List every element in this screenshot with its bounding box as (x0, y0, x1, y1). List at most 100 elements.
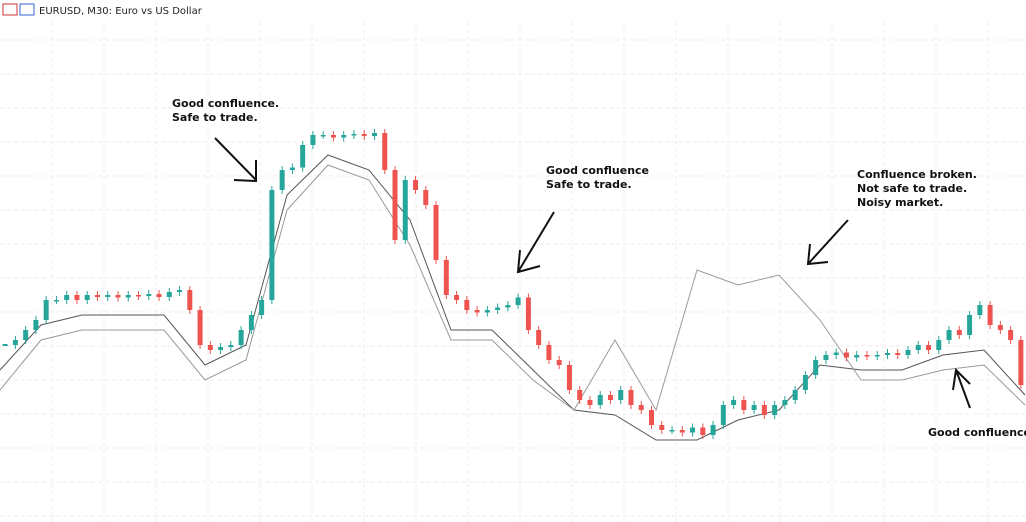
candle (936, 340, 942, 350)
candle (248, 315, 254, 330)
candle (741, 400, 747, 410)
candle (341, 135, 347, 138)
candle (946, 330, 952, 340)
candle (105, 295, 111, 297)
candle (12, 340, 18, 345)
candle (690, 427, 696, 433)
candle (371, 133, 377, 136)
candle (382, 133, 388, 170)
candle (864, 355, 870, 357)
candle (956, 330, 962, 335)
candle (813, 360, 819, 375)
grid (0, 22, 1026, 522)
annotation: Good confluence. (928, 426, 1026, 439)
candle (259, 300, 265, 315)
candle (556, 360, 562, 365)
candle (218, 347, 224, 350)
candle (1018, 340, 1024, 385)
candle (874, 355, 880, 357)
candles (2, 129, 1024, 439)
candle (618, 390, 624, 400)
candle (802, 375, 808, 390)
candle (659, 425, 665, 430)
candle (792, 390, 798, 400)
annotation: Safe to trade. (546, 178, 632, 191)
candle (443, 260, 449, 295)
candle (566, 365, 572, 390)
candle (597, 395, 603, 405)
candle (607, 395, 613, 400)
candle (392, 170, 398, 240)
candle (484, 310, 490, 313)
candle (546, 345, 552, 360)
candle (926, 345, 932, 350)
candle (464, 300, 470, 310)
candle (967, 315, 973, 335)
arrow (214, 137, 257, 183)
annotation: Good confluence. (172, 97, 279, 110)
candle (433, 205, 439, 260)
candle (310, 135, 316, 145)
candle (628, 390, 634, 405)
candle (125, 295, 131, 298)
chart-title: EURUSD, M30: Euro vs US Dollar (39, 6, 203, 17)
bands (0, 154, 1026, 441)
candle (536, 330, 542, 345)
candle (833, 352, 839, 355)
candle (854, 355, 860, 358)
candle (731, 400, 737, 405)
candle (505, 305, 511, 308)
candle (53, 300, 59, 302)
candle (228, 345, 234, 347)
candle (638, 405, 644, 410)
candle (300, 145, 306, 168)
candle (320, 135, 326, 137)
candle (751, 405, 757, 410)
candle (474, 310, 480, 313)
candle (649, 410, 655, 425)
candle (577, 390, 583, 400)
candle (895, 353, 901, 355)
arrow (952, 367, 971, 409)
arrows (214, 137, 971, 409)
candle (669, 430, 675, 432)
candle (74, 295, 80, 300)
candle (700, 427, 706, 435)
annotation: Noisy market. (857, 196, 943, 209)
arrow (516, 211, 555, 274)
candle (679, 430, 685, 433)
arrow (806, 219, 849, 266)
candle (997, 325, 1003, 330)
candle (361, 134, 367, 136)
annotation: Not safe to trade. (857, 182, 967, 195)
candle (94, 295, 100, 297)
candle (197, 310, 203, 345)
candle (33, 320, 39, 330)
candle (402, 180, 408, 240)
candle (905, 350, 911, 355)
candle (782, 400, 788, 405)
candle (587, 400, 593, 405)
candle (351, 134, 357, 136)
candle (146, 294, 152, 296)
candle (2, 344, 8, 346)
candle (772, 405, 778, 415)
candle (289, 167, 295, 170)
candle (136, 295, 142, 297)
candle (495, 307, 501, 310)
candle (84, 295, 90, 300)
candle (915, 345, 921, 350)
candle (115, 295, 121, 298)
candle (843, 352, 849, 358)
candle (977, 305, 983, 315)
candle (413, 180, 419, 190)
candle (710, 425, 716, 435)
candle (166, 292, 172, 297)
candle (987, 305, 993, 325)
icon (2, 3, 18, 16)
candle (720, 405, 726, 425)
candle (269, 190, 275, 300)
candle (43, 300, 49, 320)
candle (761, 405, 767, 415)
